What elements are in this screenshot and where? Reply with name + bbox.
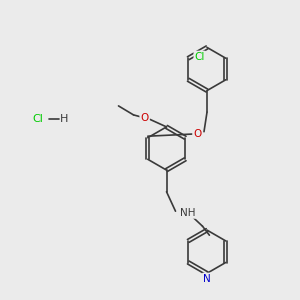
Text: N: N	[203, 274, 211, 284]
Text: H: H	[60, 113, 69, 124]
Text: Cl: Cl	[194, 52, 205, 62]
Text: O: O	[140, 113, 149, 123]
Text: O: O	[193, 129, 202, 139]
Text: Cl: Cl	[32, 113, 43, 124]
Text: NH: NH	[180, 208, 196, 218]
